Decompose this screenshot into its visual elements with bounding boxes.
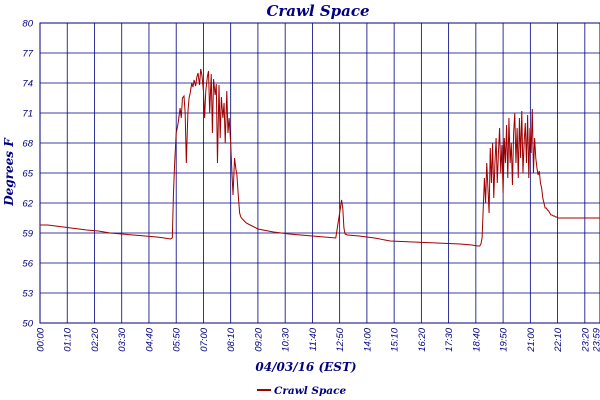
y-tick-label: 53 — [22, 289, 33, 300]
x-tick-label: 10:30 — [281, 327, 292, 351]
x-tick-label: 21:00 — [526, 327, 537, 352]
x-tick-label: 03:30 — [117, 327, 128, 351]
x-tick-label: 05:50 — [172, 327, 183, 351]
x-tick-label: 23:20 — [580, 327, 591, 352]
legend-label: Crawl Space — [274, 385, 346, 397]
x-tick-label: 07:00 — [199, 327, 210, 351]
x-tick-label: 15:10 — [390, 327, 401, 351]
x-tick-label: 17:30 — [444, 327, 455, 351]
x-tick-label: 12:50 — [335, 327, 346, 351]
x-tick-label: 00:00 — [36, 327, 47, 351]
x-tick-label: 01:10 — [63, 327, 74, 351]
legend: Crawl Space — [257, 385, 346, 397]
grid — [39, 22, 600, 324]
x-tick-label: 22:10 — [553, 327, 564, 352]
x-tick-label: 16:20 — [417, 327, 428, 351]
x-axis-ticks: 00:00 01:10 02:20 03:30 04:40 05:50 07:00 08:10… — [36, 327, 600, 352]
y-tick-label: 74 — [22, 79, 33, 90]
x-tick-label: 14:00 — [362, 327, 373, 351]
x-tick-label: 09:20 — [253, 327, 264, 351]
y-tick-label: 59 — [22, 229, 33, 240]
y-axis-title: Degrees F — [2, 137, 16, 207]
x-tick-label: 02:20 — [90, 327, 101, 351]
y-tick-label: 71 — [22, 109, 33, 120]
plot-frame — [39, 22, 600, 324]
y-tick-label: 56 — [22, 259, 33, 270]
chart-title: Crawl Space — [266, 2, 369, 20]
y-tick-label: 65 — [22, 169, 33, 180]
x-tick-label: 19:50 — [499, 327, 510, 351]
y-tick-label: 80 — [22, 19, 33, 30]
y-axis-ticks: 80 77 74 71 68 65 62 59 56 53 50 — [22, 19, 33, 330]
series-line-crawl-space — [40, 68, 600, 247]
x-tick-label: 11:40 — [308, 327, 319, 351]
y-tick-label: 62 — [22, 199, 33, 210]
x-axis-title: 04/03/16 (EST) — [255, 360, 356, 374]
y-tick-label: 68 — [22, 139, 33, 150]
y-tick-label: 50 — [22, 319, 33, 330]
x-tick-label: 23:59 — [592, 327, 600, 352]
x-tick-label: 08:10 — [226, 327, 237, 351]
x-tick-label: 04:40 — [144, 327, 155, 351]
x-tick-label: 18:40 — [471, 327, 482, 351]
y-tick-label: 77 — [22, 49, 33, 60]
